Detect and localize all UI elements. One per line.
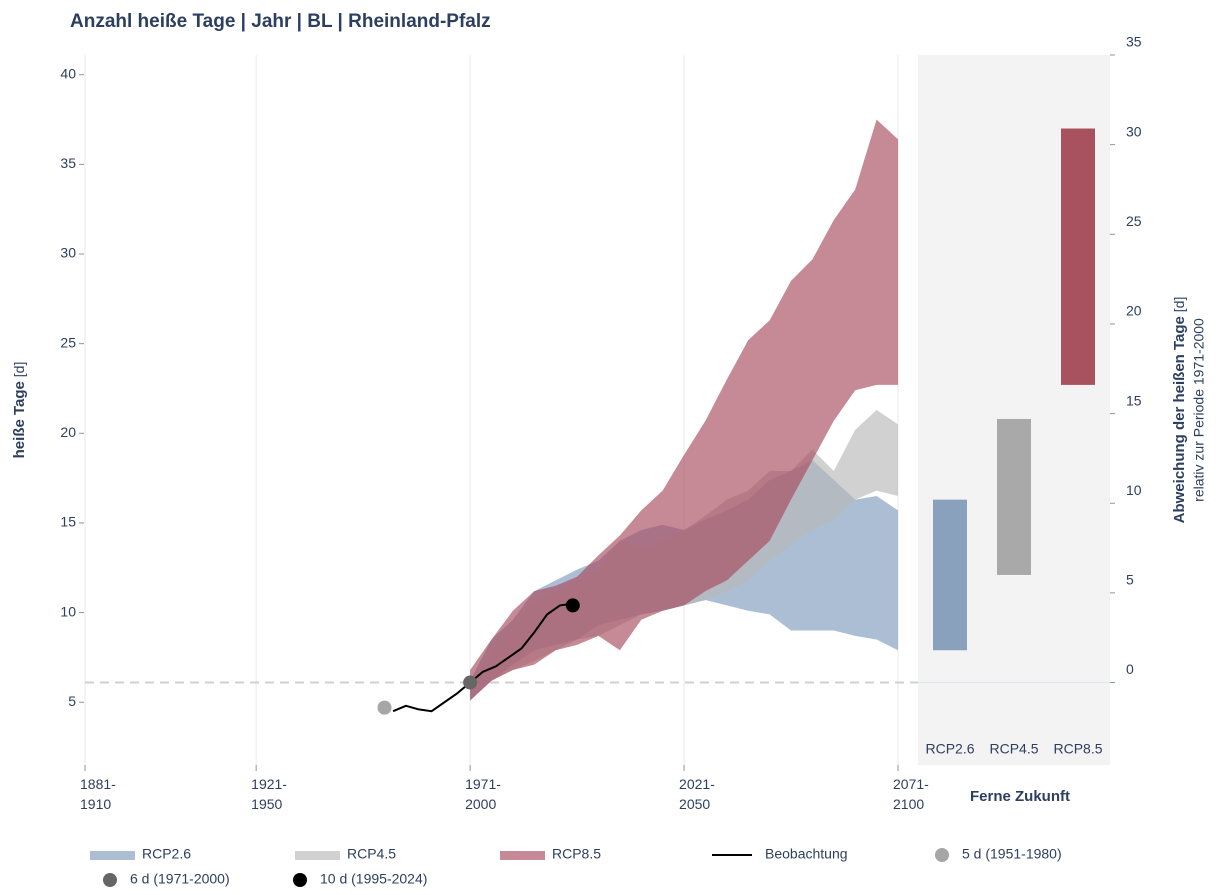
legend-swatch [295, 851, 340, 860]
y-label: heiße Tage [11, 381, 28, 458]
y2-tick-label: 20 [1126, 303, 1142, 319]
range-area [470, 119, 898, 701]
legend-swatch [90, 851, 135, 860]
legend-label: RCP8.5 [552, 846, 601, 862]
y-tick-label: 20 [60, 424, 76, 440]
y-tick-label: 40 [60, 65, 76, 81]
y2-label-note: relativ zur Periode 1971-2000 [1191, 318, 1207, 502]
y-tick-label: 25 [60, 334, 76, 350]
y-tick-label: 30 [60, 245, 76, 261]
y-tick-label: 15 [60, 514, 76, 530]
x-tick-label: 2071- 2100 [893, 776, 929, 812]
y2-tick-label: 15 [1126, 392, 1142, 408]
legend-point [293, 873, 307, 887]
x-category-label: RCP8.5 [1053, 741, 1102, 757]
y2-tick-label: 25 [1126, 213, 1142, 229]
period-point [565, 598, 580, 613]
x-tick-label-line: 2021- [679, 776, 715, 792]
period-point [377, 700, 392, 715]
y2-label-unit: [d] [1171, 297, 1187, 313]
y-axis-label: heiße Tage [d] [11, 362, 28, 459]
legend-label: 5 d (1951-1980) [962, 846, 1062, 862]
y-tick-label: 35 [60, 155, 76, 171]
x-tick-label: 1881- 1910 [80, 776, 116, 812]
y2-tick-label: 30 [1126, 123, 1142, 139]
range-bar [1061, 128, 1095, 385]
period-point [463, 675, 478, 690]
y2-tick-label: 35 [1126, 34, 1142, 50]
range-bar [997, 418, 1031, 575]
x-tick-label-line: 2100 [893, 796, 924, 812]
x-tick-label-line: 1921- [251, 776, 287, 792]
y-label-unit: [d] [11, 362, 27, 378]
y2-tick-label: 10 [1126, 482, 1142, 498]
legend-label: Beobachtung [765, 846, 848, 862]
x-tick-label-line: 2050 [679, 796, 710, 812]
legend-label: RCP2.6 [142, 846, 191, 862]
legend-label: 10 d (1995-2024) [320, 871, 427, 887]
y2-label: Abweichung der heißen Tage [1171, 316, 1188, 523]
y-tick-label: 10 [60, 603, 76, 619]
x-tick-label-line: 1950 [251, 796, 282, 812]
x-category-label: RCP2.6 [925, 741, 974, 757]
x-tick-label-line: 2000 [465, 796, 496, 812]
x-tick-label: 2021- 2050 [679, 776, 715, 812]
x-category-label: RCP4.5 [989, 741, 1038, 757]
y2-tick-label: 0 [1126, 661, 1134, 677]
x-tick-label: 1971- 2000 [465, 776, 501, 812]
range-bar [933, 499, 967, 651]
x-tick-label-line: 1881- [80, 776, 116, 792]
y2-tick-label: 5 [1126, 572, 1134, 588]
legend-point [103, 873, 117, 887]
legend-label: 6 d (1971-2000) [130, 871, 230, 887]
x-tick-label-line: 1971- [465, 776, 501, 792]
x-tick-label-line: 2071- [893, 776, 929, 792]
legend-label: RCP4.5 [347, 846, 396, 862]
chart-title: Anzahl heiße Tage | Jahr | BL | Rheinlan… [70, 11, 491, 32]
x-tick-label-line: 1910 [80, 796, 111, 812]
y-tick-label: 5 [68, 693, 76, 709]
legend-swatch [500, 851, 545, 860]
legend-point [935, 848, 949, 862]
x-tick-label: 1921- 1950 [251, 776, 287, 812]
y2-axis-label: Abweichung der heißen Tage [d] [1171, 297, 1188, 524]
observation-line [392, 602, 573, 713]
panel-title: Ferne Zukunft [970, 788, 1070, 805]
